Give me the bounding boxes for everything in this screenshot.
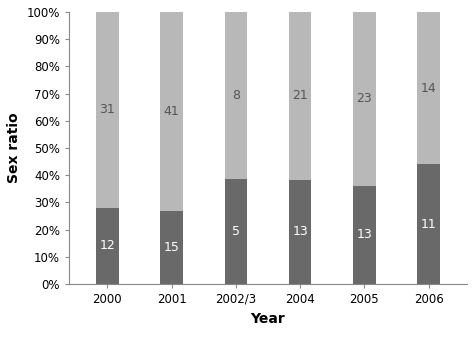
Bar	[96, 12, 118, 208]
Bar	[417, 12, 440, 164]
Text: 15: 15	[164, 241, 180, 254]
Bar	[289, 180, 311, 284]
X-axis label: Year: Year	[251, 312, 285, 325]
Text: 14: 14	[420, 82, 437, 95]
Text: 13: 13	[356, 228, 372, 241]
Bar	[160, 211, 183, 284]
Y-axis label: Sex ratio: Sex ratio	[7, 112, 21, 183]
Text: 5: 5	[232, 225, 240, 238]
Text: 21: 21	[292, 90, 308, 102]
Text: 12: 12	[100, 240, 115, 253]
Bar	[225, 179, 247, 284]
Bar	[96, 208, 118, 284]
Bar	[353, 186, 375, 284]
Bar	[289, 12, 311, 180]
Bar	[225, 12, 247, 179]
Bar	[160, 12, 183, 211]
Text: 11: 11	[420, 218, 437, 230]
Text: 8: 8	[232, 89, 240, 102]
Text: 31: 31	[100, 103, 115, 116]
Text: 41: 41	[164, 105, 180, 118]
Text: 13: 13	[292, 225, 308, 238]
Bar	[417, 164, 440, 284]
Bar	[353, 12, 375, 186]
Text: 23: 23	[356, 92, 372, 105]
